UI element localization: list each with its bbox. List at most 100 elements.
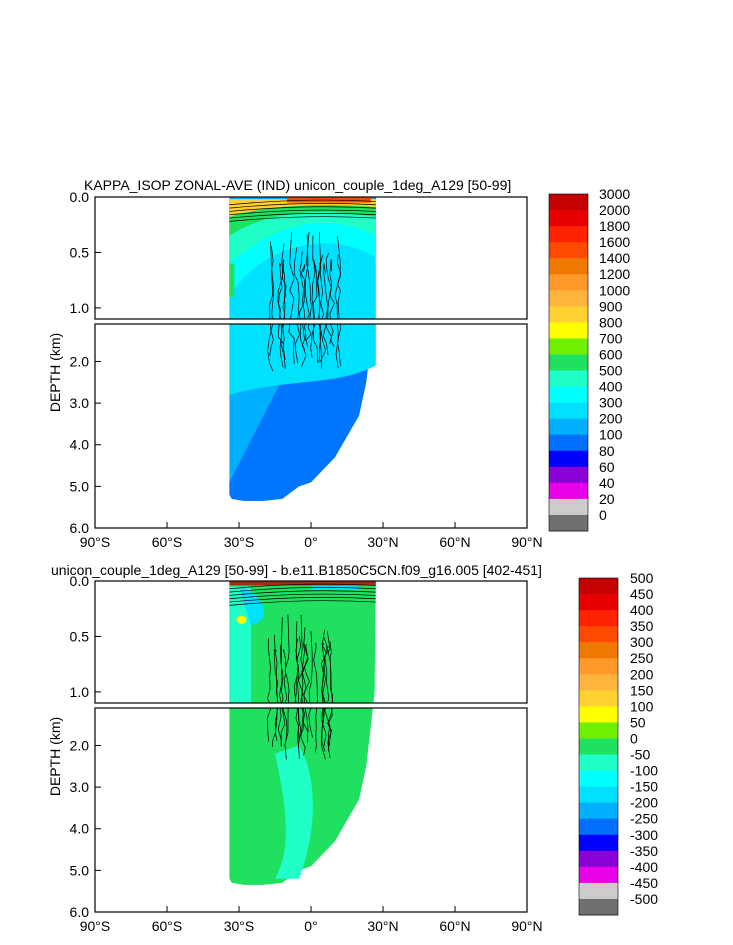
colorbar-swatch (579, 770, 618, 788)
y-tick-label: 6.0 (70, 520, 90, 536)
colorbar-swatch (579, 578, 618, 595)
y-axis: 0.0 0.5 1.0 2.0 3.0 4.0 5.0 6.0 (70, 573, 101, 920)
colorbar-swatch (549, 514, 588, 532)
panel-top: KAPPA_ISOP ZONAL-AVE (IND) unicon_couple… (47, 177, 630, 550)
colorbar-swatch (579, 834, 618, 852)
x-tick-label: 0° (304, 918, 317, 934)
colorbar-label: 1400 (599, 250, 630, 266)
colorbar-label: 0 (630, 731, 638, 747)
colorbar-swatch (549, 242, 588, 259)
colorbar-swatch (549, 370, 588, 388)
contour-field (229, 197, 376, 501)
colorbar-label: 80 (599, 443, 615, 459)
colorbar-swatch (549, 450, 588, 468)
x-tick-label: 60°N (439, 534, 470, 550)
colorbar-swatch (579, 690, 618, 707)
colorbar-swatch (549, 306, 588, 323)
x-tick-label: 30°S (224, 534, 255, 550)
y-tick-label: 4.0 (70, 437, 90, 453)
colorbar-swatch (579, 802, 618, 820)
colorbar-swatch (579, 594, 618, 611)
field-anomaly-base (229, 581, 376, 885)
colorbar-label: -450 (630, 875, 658, 891)
colorbar-label: -150 (630, 779, 658, 795)
x-tick-label: 90°N (511, 534, 542, 550)
x-axis: 90°S 60°S 30°S 0° 30°N 60°N 90°N (80, 522, 543, 550)
x-tick-label: 30°N (367, 918, 398, 934)
contour-lines (229, 583, 376, 760)
colorbar-swatch (549, 386, 588, 404)
y-tick-label: 3.0 (70, 395, 90, 411)
plot-frame-upper (94, 580, 528, 704)
colorbar-label: 1800 (599, 218, 630, 234)
x-tick-label: 30°N (367, 534, 398, 550)
colorbar-swatch (549, 210, 588, 227)
colorbar-swatch (579, 882, 618, 900)
colorbar-label: 40 (599, 475, 615, 491)
colorbar: 500450400350300250200150100500-50-100-15… (578, 570, 658, 916)
colorbar-swatch (549, 274, 588, 291)
colorbar: 3000200018001600140012001000900800700600… (548, 186, 630, 532)
x-tick-label: 90°N (511, 918, 542, 934)
x-tick-label: 60°N (439, 918, 470, 934)
colorbar-label: 20 (599, 491, 615, 507)
colorbar-label: -200 (630, 795, 658, 811)
colorbar-label: 50 (630, 714, 646, 730)
colorbar-label: 900 (599, 298, 623, 314)
y-axis-label: DEPTH (km) (47, 717, 63, 796)
colorbar-swatch (549, 338, 588, 355)
field-west-patch (229, 263, 235, 297)
colorbar-label: 500 (599, 363, 623, 379)
colorbar-label: 60 (599, 459, 615, 475)
x-tick-label: 90°S (80, 918, 111, 934)
colorbar-swatch (549, 482, 588, 500)
colorbar-label: -400 (630, 859, 658, 875)
y-tick-label: 2.0 (70, 353, 90, 369)
x-axis: 90°S 60°S 30°S 0° 30°N 60°N 90°N (80, 906, 543, 934)
colorbar-label: 300 (599, 395, 623, 411)
x-tick-label: 60°S (152, 918, 183, 934)
colorbar-label: 600 (599, 347, 623, 363)
colorbar-label: 250 (630, 650, 654, 666)
colorbar-label: 1200 (599, 266, 630, 282)
field-anomaly-west (229, 586, 251, 703)
contour-lines (229, 199, 376, 372)
colorbar-swatch (549, 194, 588, 211)
colorbar-swatch (549, 354, 588, 372)
colorbar-swatch (549, 322, 588, 339)
y-tick-label: 0.5 (70, 244, 90, 260)
colorbar-label: -300 (630, 827, 658, 843)
colorbar-label: 400 (630, 602, 654, 618)
x-tick-label: 30°S (224, 918, 255, 934)
chart-title: unicon_couple_1deg_A129 [50-99] - b.e11.… (51, 562, 542, 578)
field-anomaly-top (229, 581, 376, 586)
x-tick-label: 0° (304, 534, 317, 550)
colorbar-swatch (579, 850, 618, 868)
field-anomaly-pos (236, 615, 247, 624)
y-tick-label: 6.0 (70, 904, 90, 920)
colorbar-label: -350 (630, 843, 658, 859)
y-tick-label: 5.0 (70, 478, 90, 494)
colorbar-label: 200 (630, 666, 654, 682)
colorbar-label: 0 (599, 507, 607, 523)
y-tick-label: 0.5 (70, 628, 90, 644)
plot-frame-upper (94, 196, 528, 320)
colorbar-swatch (549, 402, 588, 420)
panel-bottom: unicon_couple_1deg_A129 [50-99] - b.e11.… (47, 562, 658, 934)
colorbar-label: -500 (630, 891, 658, 907)
colorbar-label: 800 (599, 314, 623, 330)
y-tick-label: 2.0 (70, 737, 90, 753)
colorbar-label: 450 (630, 586, 654, 602)
colorbar-swatch (549, 226, 588, 243)
colorbar-swatch (579, 674, 618, 691)
y-tick-label: 1.0 (70, 684, 90, 700)
colorbar-swatch (549, 290, 588, 307)
colorbar-swatch (579, 642, 618, 659)
field-anomaly-neg (275, 745, 313, 879)
colorbar-swatch (549, 466, 588, 484)
y-tick-label: 1.0 (70, 300, 90, 316)
x-tick-label: 60°S (152, 534, 183, 550)
field-anomaly-eddy (239, 586, 265, 626)
colorbar-label: 1600 (599, 234, 630, 250)
